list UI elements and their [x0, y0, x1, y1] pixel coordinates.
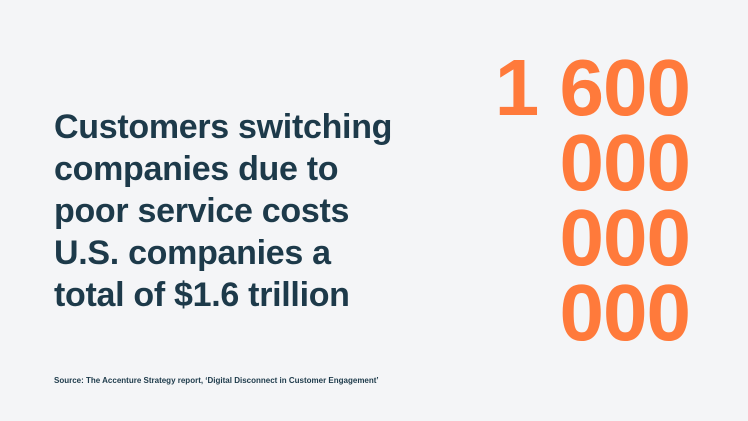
big-number-line: 000: [559, 268, 691, 357]
headline-line: Customers switching: [54, 108, 393, 146]
headline-line: total of $1.6 trillion: [54, 276, 350, 314]
headline: Customers switching companies due to poor …: [54, 106, 454, 316]
big-number-line: 1 600: [494, 43, 691, 132]
source-note: Source: The Accenture Strategy report, ‘…: [54, 376, 379, 385]
headline-line: companies due to: [54, 150, 339, 188]
headline-line: poor service costs: [54, 192, 350, 230]
big-number: 1 600 000 000 000: [494, 43, 691, 357]
big-number-line: 000: [559, 193, 691, 282]
headline-line: U.S. companies a: [54, 234, 331, 272]
big-number-line: 000: [559, 118, 691, 207]
